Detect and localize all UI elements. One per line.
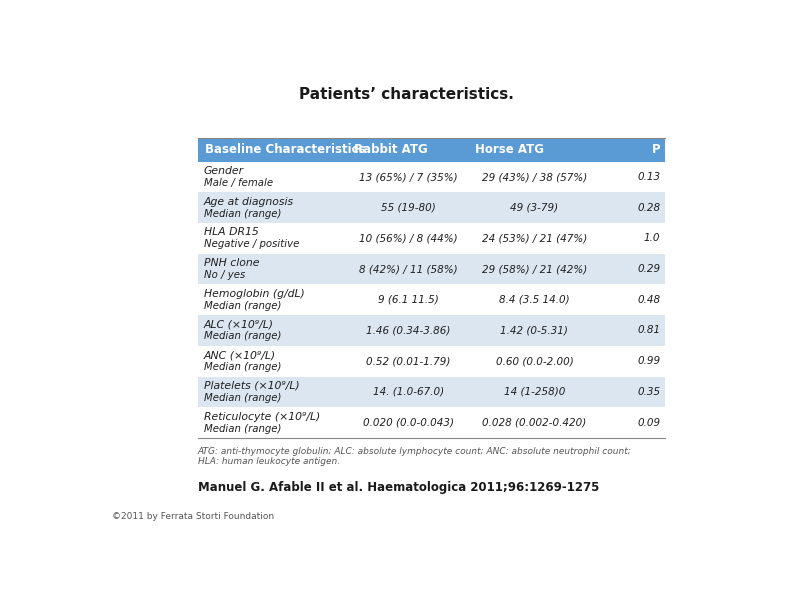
Text: 29 (43%) / 38 (57%): 29 (43%) / 38 (57%) <box>482 172 587 182</box>
Text: ALC (×10⁹/L): ALC (×10⁹/L) <box>204 320 274 330</box>
Text: ANC (×10⁹/L): ANC (×10⁹/L) <box>204 350 276 360</box>
FancyBboxPatch shape <box>198 162 665 192</box>
Text: Hemoglobin (g/dL): Hemoglobin (g/dL) <box>204 289 305 299</box>
Text: Manuel G. Afable II et al. Haematologica 2011;96:1269-1275: Manuel G. Afable II et al. Haematologica… <box>198 481 599 494</box>
FancyBboxPatch shape <box>198 192 665 223</box>
Text: 24 (53%) / 21 (47%): 24 (53%) / 21 (47%) <box>482 233 587 243</box>
Text: 1.0: 1.0 <box>644 233 661 243</box>
Text: 0.09: 0.09 <box>638 418 661 428</box>
Text: Baseline Characteristics: Baseline Characteristics <box>205 143 366 156</box>
Text: 10 (56%) / 8 (44%): 10 (56%) / 8 (44%) <box>359 233 457 243</box>
Text: Horse ATG: Horse ATG <box>475 143 544 156</box>
Text: Age at diagnosis: Age at diagnosis <box>204 197 294 206</box>
Text: Median (range): Median (range) <box>204 424 281 434</box>
Text: 0.35: 0.35 <box>638 387 661 397</box>
Text: 0.13: 0.13 <box>638 172 661 182</box>
Text: No / yes: No / yes <box>204 270 245 280</box>
Text: Platelets (×10⁹/L): Platelets (×10⁹/L) <box>204 381 299 391</box>
Text: Rabbit ATG: Rabbit ATG <box>353 143 427 156</box>
Text: ATG: anti-thymocyte globulin; ALC: absolute lymphocyte count; ANC: absolute neut: ATG: anti-thymocyte globulin; ALC: absol… <box>198 447 631 466</box>
Text: Median (range): Median (range) <box>204 331 281 342</box>
Text: Patients’ characteristics.: Patients’ characteristics. <box>299 87 515 102</box>
Text: HLA DR15: HLA DR15 <box>204 227 259 237</box>
FancyBboxPatch shape <box>198 407 665 438</box>
FancyBboxPatch shape <box>198 223 665 253</box>
Text: 1.46 (0.34-3.86): 1.46 (0.34-3.86) <box>366 325 450 336</box>
Text: 0.52 (0.01-1.79): 0.52 (0.01-1.79) <box>366 356 450 366</box>
Text: 0.48: 0.48 <box>638 295 661 305</box>
Text: 14. (1.0-67.0): 14. (1.0-67.0) <box>372 387 444 397</box>
Text: Reticulocyte (×10⁹/L): Reticulocyte (×10⁹/L) <box>204 412 320 422</box>
FancyBboxPatch shape <box>198 377 665 407</box>
Text: 1.42 (0-5.31): 1.42 (0-5.31) <box>500 325 569 336</box>
FancyBboxPatch shape <box>198 253 665 284</box>
Text: PNH clone: PNH clone <box>204 258 260 268</box>
Text: 8 (42%) / 11 (58%): 8 (42%) / 11 (58%) <box>359 264 457 274</box>
FancyBboxPatch shape <box>198 284 665 315</box>
FancyBboxPatch shape <box>198 346 665 377</box>
Text: 14 (1-258)0: 14 (1-258)0 <box>503 387 565 397</box>
Text: 0.60 (0.0-2.00): 0.60 (0.0-2.00) <box>495 356 573 366</box>
Text: 0.29: 0.29 <box>638 264 661 274</box>
Text: Median (range): Median (range) <box>204 362 281 372</box>
Text: Male / female: Male / female <box>204 178 273 188</box>
Text: 55 (19-80): 55 (19-80) <box>381 203 436 212</box>
Text: Median (range): Median (range) <box>204 393 281 403</box>
Text: 8.4 (3.5 14.0): 8.4 (3.5 14.0) <box>499 295 570 305</box>
Text: 13 (65%) / 7 (35%): 13 (65%) / 7 (35%) <box>359 172 457 182</box>
Text: Negative / positive: Negative / positive <box>204 239 299 249</box>
Text: 0.28: 0.28 <box>638 203 661 212</box>
Text: 0.028 (0.002-0.420): 0.028 (0.002-0.420) <box>482 418 587 428</box>
Text: 9 (6.1 11.5): 9 (6.1 11.5) <box>378 295 438 305</box>
Text: 49 (3-79): 49 (3-79) <box>511 203 558 212</box>
Text: 0.020 (0.0-0.043): 0.020 (0.0-0.043) <box>363 418 453 428</box>
Text: Median (range): Median (range) <box>204 300 281 311</box>
FancyBboxPatch shape <box>198 138 665 162</box>
Text: 0.99: 0.99 <box>638 356 661 366</box>
Text: Median (range): Median (range) <box>204 209 281 218</box>
Text: 0.81: 0.81 <box>638 325 661 336</box>
Text: P: P <box>652 143 661 156</box>
FancyBboxPatch shape <box>198 315 665 346</box>
Text: Gender: Gender <box>204 166 244 176</box>
Text: 29 (58%) / 21 (42%): 29 (58%) / 21 (42%) <box>482 264 587 274</box>
Text: ©2011 by Ferrata Storti Foundation: ©2011 by Ferrata Storti Foundation <box>111 512 274 521</box>
